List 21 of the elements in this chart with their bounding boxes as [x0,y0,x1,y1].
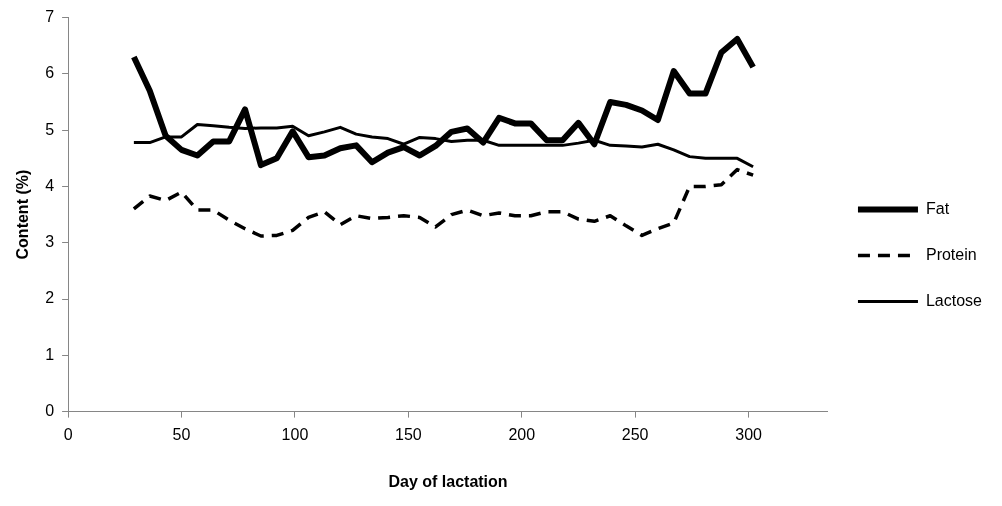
y-tick-label: 4 [45,176,55,194]
legend-label: Protein [925,245,977,263]
x-tick-label: 200 [508,425,536,443]
y-tick-label: 0 [45,402,55,420]
y-tick-label: 7 [45,8,55,26]
x-tick-label: 50 [172,425,191,443]
y-tick-label: 3 [45,233,55,251]
y-axis-title: Content (%) [14,169,32,260]
legend-label: Fat [925,199,950,217]
x-tick-label: 300 [735,425,763,443]
x-tick-label: 100 [281,425,309,443]
legend-label: Lactose [925,291,983,309]
x-tick-label: 150 [394,425,422,443]
line-series [132,167,755,238]
x-tick-label: 0 [63,425,73,443]
y-tick-label: 1 [45,345,55,363]
y-tick-label: 2 [45,289,55,307]
y-tick-label: 6 [45,64,55,82]
x-tick-label: 250 [621,425,649,443]
y-tick-label: 5 [45,120,55,138]
x-axis-title: Day of lactation [388,472,508,490]
